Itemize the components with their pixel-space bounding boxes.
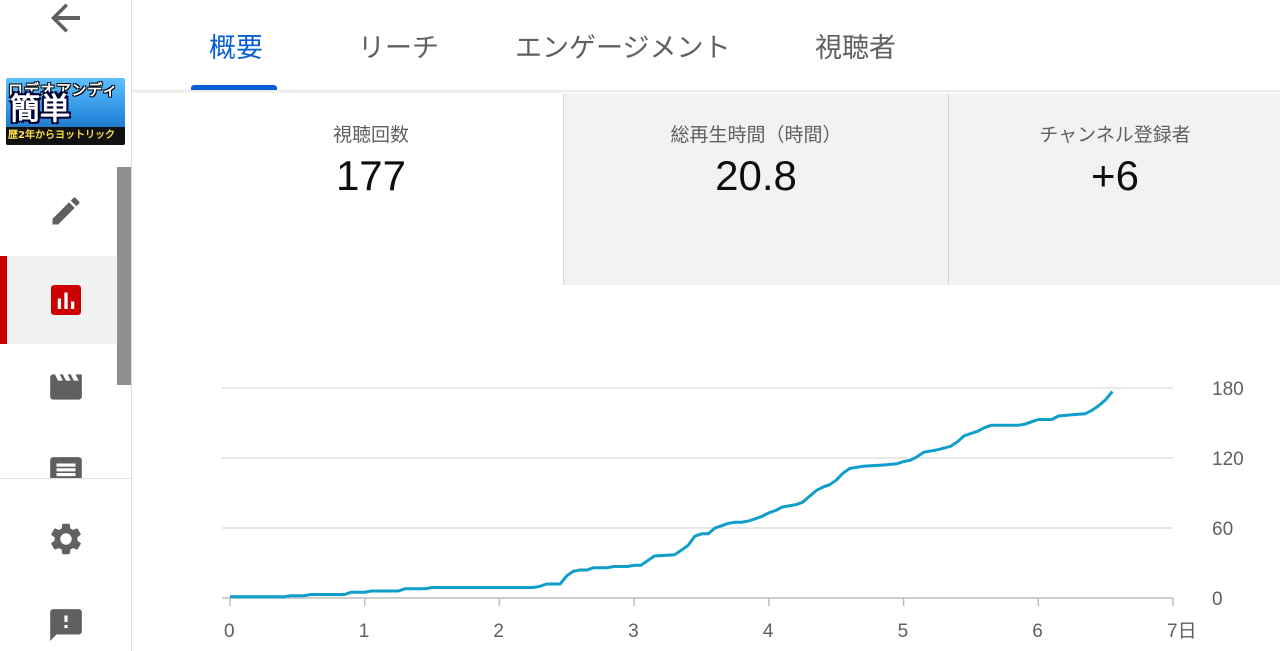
y-tick-label: 180	[1212, 379, 1244, 400]
feedback-icon[interactable]	[46, 605, 86, 645]
active-tab-underline	[191, 85, 277, 90]
metric-label: チャンネル登録者	[1039, 124, 1191, 146]
thumbnail-bottom-text: 歴2年からヨットリック	[6, 127, 125, 145]
tab-audience[interactable]: 視聴者	[815, 33, 896, 64]
y-tick-label: 0	[1212, 589, 1223, 610]
tab-engagement[interactable]: エンゲージメント	[515, 33, 731, 64]
back-arrow-icon[interactable]	[46, 0, 86, 40]
metric-value: 177	[335, 152, 407, 199]
tab-overview[interactable]: 概要	[209, 33, 263, 64]
edit-pencil-icon[interactable]	[46, 191, 86, 231]
x-tick-label: 3	[628, 621, 639, 642]
x-tick-label: 5	[898, 621, 909, 642]
x-tick-label: 4	[763, 621, 774, 642]
thumbnail-top-text: ロデオアンディ	[8, 81, 119, 99]
clapperboard-icon[interactable]	[46, 367, 86, 407]
y-tick-label: 60	[1212, 519, 1233, 540]
metric-card-views[interactable]: 視聴回数 177	[180, 94, 562, 285]
gear-icon[interactable]	[46, 519, 86, 559]
metric-label: 総再生時間（時間）	[670, 124, 842, 146]
views-line-chart: 0 60 120 180 0 1 2 3 4 5 6 7日	[132, 285, 1280, 651]
tab-reach[interactable]: リーチ	[358, 33, 439, 64]
sidebar-divider	[0, 478, 131, 479]
x-tick-label: 0	[224, 621, 235, 642]
metric-label: 視聴回数	[332, 124, 409, 146]
sidebar-scrollbar[interactable]	[117, 167, 131, 385]
metric-value: 20.8	[715, 152, 797, 199]
metric-value: +6	[1091, 152, 1139, 199]
chart-svg: 0 60 120 180 0 1 2 3 4 5 6 7日	[222, 379, 1244, 642]
x-tick-label: 1	[359, 621, 370, 642]
video-thumbnail[interactable]: ロデオアンディ 簡単 歴2年からヨットリック	[6, 78, 125, 145]
x-tick-label: 7日	[1167, 621, 1197, 642]
metric-card-subscribers[interactable]: チャンネル登録者 +6	[948, 94, 1280, 285]
analytics-tabs: 概要 リーチ エンゲージメント 視聴者	[132, 0, 1280, 90]
active-indicator	[0, 256, 7, 344]
comments-icon[interactable]	[46, 452, 86, 478]
sidebar: ロデオアンディ 簡単 歴2年からヨットリック	[0, 0, 132, 651]
thumbnail-main-text: 簡単	[10, 92, 70, 127]
x-tick-label: 2	[493, 621, 504, 642]
y-tick-label: 120	[1212, 449, 1244, 470]
views-series-line	[230, 390, 1114, 599]
metric-card-watch-time[interactable]: 総再生時間（時間） 20.8	[563, 94, 948, 285]
analytics-icon[interactable]	[46, 280, 86, 320]
x-tick-label: 6	[1032, 621, 1043, 642]
header-shadow	[132, 90, 1280, 94]
